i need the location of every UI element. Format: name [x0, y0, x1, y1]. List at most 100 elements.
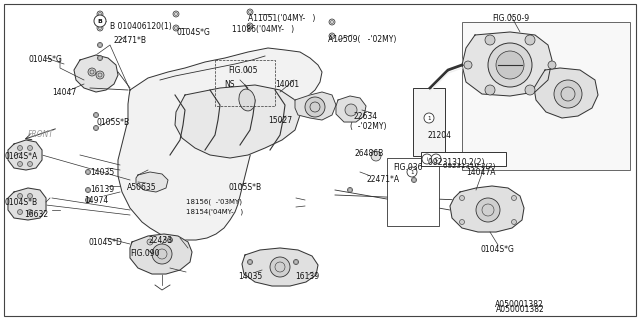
- Polygon shape: [130, 234, 192, 274]
- Circle shape: [431, 154, 441, 164]
- Text: FIG.005: FIG.005: [228, 66, 257, 75]
- Text: 22433: 22433: [148, 236, 172, 245]
- Text: FIG.050-9: FIG.050-9: [492, 14, 529, 23]
- Polygon shape: [175, 85, 300, 158]
- Circle shape: [511, 220, 516, 225]
- Circle shape: [173, 25, 179, 31]
- Text: 14035: 14035: [90, 168, 115, 177]
- Polygon shape: [450, 186, 524, 232]
- Polygon shape: [336, 96, 366, 122]
- Circle shape: [496, 51, 524, 79]
- Text: 14974: 14974: [84, 196, 108, 205]
- Circle shape: [17, 162, 22, 166]
- Circle shape: [407, 167, 417, 177]
- Text: 22634: 22634: [353, 112, 377, 121]
- Text: 15027: 15027: [268, 116, 292, 125]
- Circle shape: [93, 125, 99, 131]
- Text: i: i: [426, 156, 428, 162]
- Text: 16139: 16139: [295, 272, 319, 281]
- Circle shape: [329, 33, 335, 39]
- Polygon shape: [118, 48, 322, 240]
- Text: 0104S*G: 0104S*G: [28, 55, 62, 64]
- Polygon shape: [295, 92, 336, 120]
- Circle shape: [17, 194, 22, 198]
- Text: 22471*A: 22471*A: [366, 175, 399, 184]
- Polygon shape: [242, 248, 318, 286]
- Text: 0104S*G: 0104S*G: [176, 28, 210, 37]
- Bar: [413, 88, 445, 156]
- Text: 21204: 21204: [427, 131, 451, 140]
- Polygon shape: [462, 32, 552, 96]
- Polygon shape: [136, 172, 168, 192]
- Polygon shape: [534, 68, 598, 118]
- Bar: [462, 22, 630, 170]
- Text: 0104S*G: 0104S*G: [480, 245, 514, 254]
- Circle shape: [88, 68, 96, 76]
- Circle shape: [329, 19, 335, 25]
- Circle shape: [94, 15, 106, 27]
- Circle shape: [28, 210, 33, 214]
- Circle shape: [270, 257, 290, 277]
- Circle shape: [86, 197, 90, 203]
- Circle shape: [97, 43, 102, 47]
- Circle shape: [511, 196, 516, 201]
- Circle shape: [152, 244, 172, 264]
- Text: 14047: 14047: [52, 88, 76, 97]
- Text: 14047A: 14047A: [466, 168, 495, 177]
- Circle shape: [97, 25, 103, 31]
- Text: C: C: [435, 156, 438, 162]
- Text: A050001382: A050001382: [496, 305, 545, 314]
- Text: 14001: 14001: [275, 80, 299, 89]
- Circle shape: [248, 260, 253, 265]
- Text: B: B: [97, 19, 102, 23]
- Circle shape: [247, 23, 253, 29]
- Circle shape: [485, 35, 495, 45]
- Text: 14035: 14035: [238, 272, 262, 281]
- Text: 18154('04MY-   ): 18154('04MY- ): [186, 208, 243, 214]
- Circle shape: [525, 85, 535, 95]
- Text: A10509(   -'02MY): A10509( -'02MY): [328, 35, 396, 44]
- Circle shape: [485, 85, 495, 95]
- Circle shape: [86, 170, 90, 174]
- Circle shape: [554, 80, 582, 108]
- Circle shape: [173, 11, 179, 17]
- Text: 1: 1: [428, 116, 431, 121]
- Circle shape: [96, 71, 104, 79]
- Bar: [387, 158, 439, 226]
- Circle shape: [348, 188, 353, 193]
- Circle shape: [294, 260, 298, 265]
- Circle shape: [93, 113, 99, 117]
- Text: 0105S*B: 0105S*B: [228, 183, 261, 192]
- Text: 26486B: 26486B: [354, 149, 383, 158]
- Circle shape: [525, 35, 535, 45]
- Text: 0104S*A: 0104S*A: [4, 152, 37, 161]
- Circle shape: [28, 194, 33, 198]
- Polygon shape: [74, 55, 118, 92]
- Circle shape: [147, 239, 153, 245]
- Circle shape: [548, 61, 556, 69]
- Text: 22471*B: 22471*B: [113, 36, 146, 45]
- Circle shape: [424, 113, 434, 123]
- Text: 0105S*B: 0105S*B: [96, 118, 129, 127]
- Ellipse shape: [239, 89, 255, 111]
- Polygon shape: [8, 140, 42, 170]
- Circle shape: [247, 9, 253, 15]
- Text: FIG.036: FIG.036: [393, 163, 422, 172]
- Circle shape: [28, 146, 33, 150]
- Text: B 010406120(1): B 010406120(1): [110, 22, 172, 31]
- Circle shape: [17, 146, 22, 150]
- Text: A050001382: A050001382: [495, 300, 544, 309]
- Text: 09231310 2(2): 09231310 2(2): [443, 162, 495, 169]
- Text: 0104S*B: 0104S*B: [4, 198, 37, 207]
- Circle shape: [97, 55, 102, 60]
- Text: 16139: 16139: [90, 185, 114, 194]
- Circle shape: [460, 196, 465, 201]
- Circle shape: [488, 43, 532, 87]
- Text: NS: NS: [224, 80, 234, 89]
- Text: A50635: A50635: [127, 183, 157, 192]
- Text: 11086('04MY-   ): 11086('04MY- ): [232, 25, 294, 34]
- Text: 18156(  -'03MY): 18156( -'03MY): [186, 198, 242, 204]
- Circle shape: [305, 97, 325, 117]
- Polygon shape: [8, 188, 46, 220]
- Text: (  -'02MY): ( -'02MY): [350, 122, 387, 131]
